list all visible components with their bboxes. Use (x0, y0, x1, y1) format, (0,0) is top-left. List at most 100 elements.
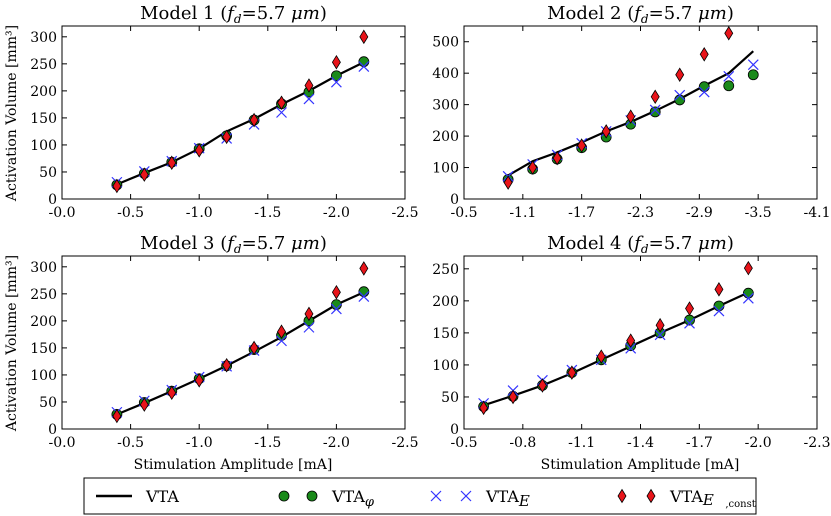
data-point-econst (528, 160, 538, 175)
legend-label-text: VTA (669, 487, 703, 506)
title-text: Model 1 ( (140, 3, 227, 24)
data-point-e (330, 303, 342, 315)
axes-frame (61, 25, 406, 200)
x-tick-label: -0.5 (451, 205, 478, 221)
x-tick-label: -0.5 (117, 205, 144, 221)
data-point-econst (724, 25, 734, 41)
chart-panel-3: Model 3 (fd=5.7 μm) -0.0 -0.5 -1.0 -1.5 -2.0 -… (30, 233, 418, 451)
x-axis-label-left: Stimulation Amplitude [mA] (134, 457, 333, 473)
title-text: Model 3 ( (140, 233, 227, 254)
x-marker-stroke (358, 61, 370, 72)
x-tick-label: -0.0 (49, 435, 76, 451)
title-text: ) (727, 233, 734, 254)
data-point-econst (626, 333, 636, 348)
data-point-e (674, 89, 686, 101)
data-point-econst (331, 54, 341, 70)
data-point-phi (723, 80, 735, 92)
x-marker-stroke (698, 86, 710, 98)
data-point-econst (743, 260, 753, 276)
data-point-econst (577, 138, 587, 153)
data-point-econst (359, 29, 369, 45)
legend-marker (278, 490, 290, 502)
axes-frame (463, 25, 818, 200)
data-point-e (684, 317, 695, 329)
data-point-econst (537, 378, 547, 393)
data-point-econst (552, 150, 562, 166)
x-marker-stroke (649, 104, 661, 116)
data-point-econst (567, 365, 577, 380)
title-text: =5.7 (242, 3, 291, 24)
x-tick-label: -2.0 (323, 205, 350, 221)
legend: VTA VTAφ VTAE VTAEE,const,const (83, 477, 757, 515)
y-axis-label-bottom: Activation Volume [mm³] (4, 255, 20, 432)
x-tick-label: -1.7 (568, 205, 595, 221)
vta-line (483, 291, 749, 407)
x-marker-stroke (654, 329, 666, 341)
legend-subscript: E (518, 492, 530, 510)
title-subscript: d (234, 242, 242, 256)
x-marker-stroke (713, 305, 725, 317)
y-tick-label: 400 (432, 66, 459, 82)
title-text: ) (727, 3, 734, 24)
data-point-e (723, 70, 735, 82)
x-tick-label: -1.5 (254, 435, 281, 451)
y-tick-label: 100 (30, 138, 57, 154)
data-point-phi (358, 286, 370, 298)
y-tick-label: 250 (30, 57, 57, 73)
title-unit: μm (291, 233, 320, 254)
panel-title: Model 4 (fd=5.7 μm) (547, 233, 734, 256)
title-text: =5.7 (649, 233, 698, 254)
x-marker-stroke (747, 59, 759, 71)
x-marker-stroke (276, 335, 287, 347)
title-unit: μm (698, 3, 727, 24)
data-point-econst (331, 284, 341, 300)
data-point-econst (685, 301, 694, 316)
x-tick-label: -2.5 (392, 205, 419, 221)
data-point-econst (503, 175, 513, 190)
chart-panel-2: Model 2 (fd=5.7 μm) -0.5 -1.1 -1.7 -2.3 -2.9 -… (432, 3, 830, 221)
data-point-econst (479, 400, 489, 416)
title-text: =5.7 (649, 3, 698, 24)
title-unit: μm (698, 233, 727, 254)
y-tick-label: 50 (441, 390, 459, 406)
x-marker-stroke (674, 89, 686, 101)
vta-line (116, 291, 365, 416)
x-marker-stroke (625, 342, 637, 354)
data-point-econst (699, 47, 709, 62)
y-tick-label: 100 (432, 161, 459, 177)
x-tick-label: -2.0 (745, 435, 772, 451)
legend-label-text: VTA (145, 487, 179, 506)
data-point-e (649, 104, 661, 116)
x-tick-label: -2.0 (323, 435, 350, 451)
x-marker-stroke (303, 93, 315, 105)
data-point-e (625, 342, 637, 354)
legend-label: VTA (145, 487, 179, 506)
data-point-e (303, 93, 315, 105)
data-point-econst (277, 324, 286, 339)
data-point-econst (277, 95, 286, 111)
title-text: =5.7 (242, 233, 291, 254)
y-tick-label: 150 (30, 341, 57, 357)
legend-marker (306, 490, 318, 502)
legend-sub-const: ,const (725, 499, 755, 510)
y-tick-label: 200 (30, 84, 57, 100)
data-point-phi (674, 94, 686, 106)
x-marker-stroke (742, 292, 754, 304)
data-point-econst (508, 389, 518, 405)
legend-item-econst: VTAEE,const,const (617, 487, 756, 510)
x-tick-label: -0.0 (49, 205, 76, 221)
data-point-e (713, 305, 725, 317)
data-point-phi (713, 300, 725, 312)
data-point-e (747, 59, 759, 71)
panel-title: Model 1 (fd=5.7 μm) (140, 3, 327, 26)
x-tick-label: -1.1 (509, 205, 536, 221)
x-tick-label: -2.9 (686, 205, 713, 221)
y-tick-label: 100 (30, 368, 57, 384)
data-point-econst (650, 89, 660, 105)
title-unit: μm (291, 3, 320, 24)
data-point-phi (649, 106, 661, 118)
y-tick-label: 0 (450, 422, 459, 438)
x-marker-stroke (330, 76, 342, 88)
data-point-econst (167, 155, 177, 171)
title-text: Model 4 ( (547, 233, 634, 254)
